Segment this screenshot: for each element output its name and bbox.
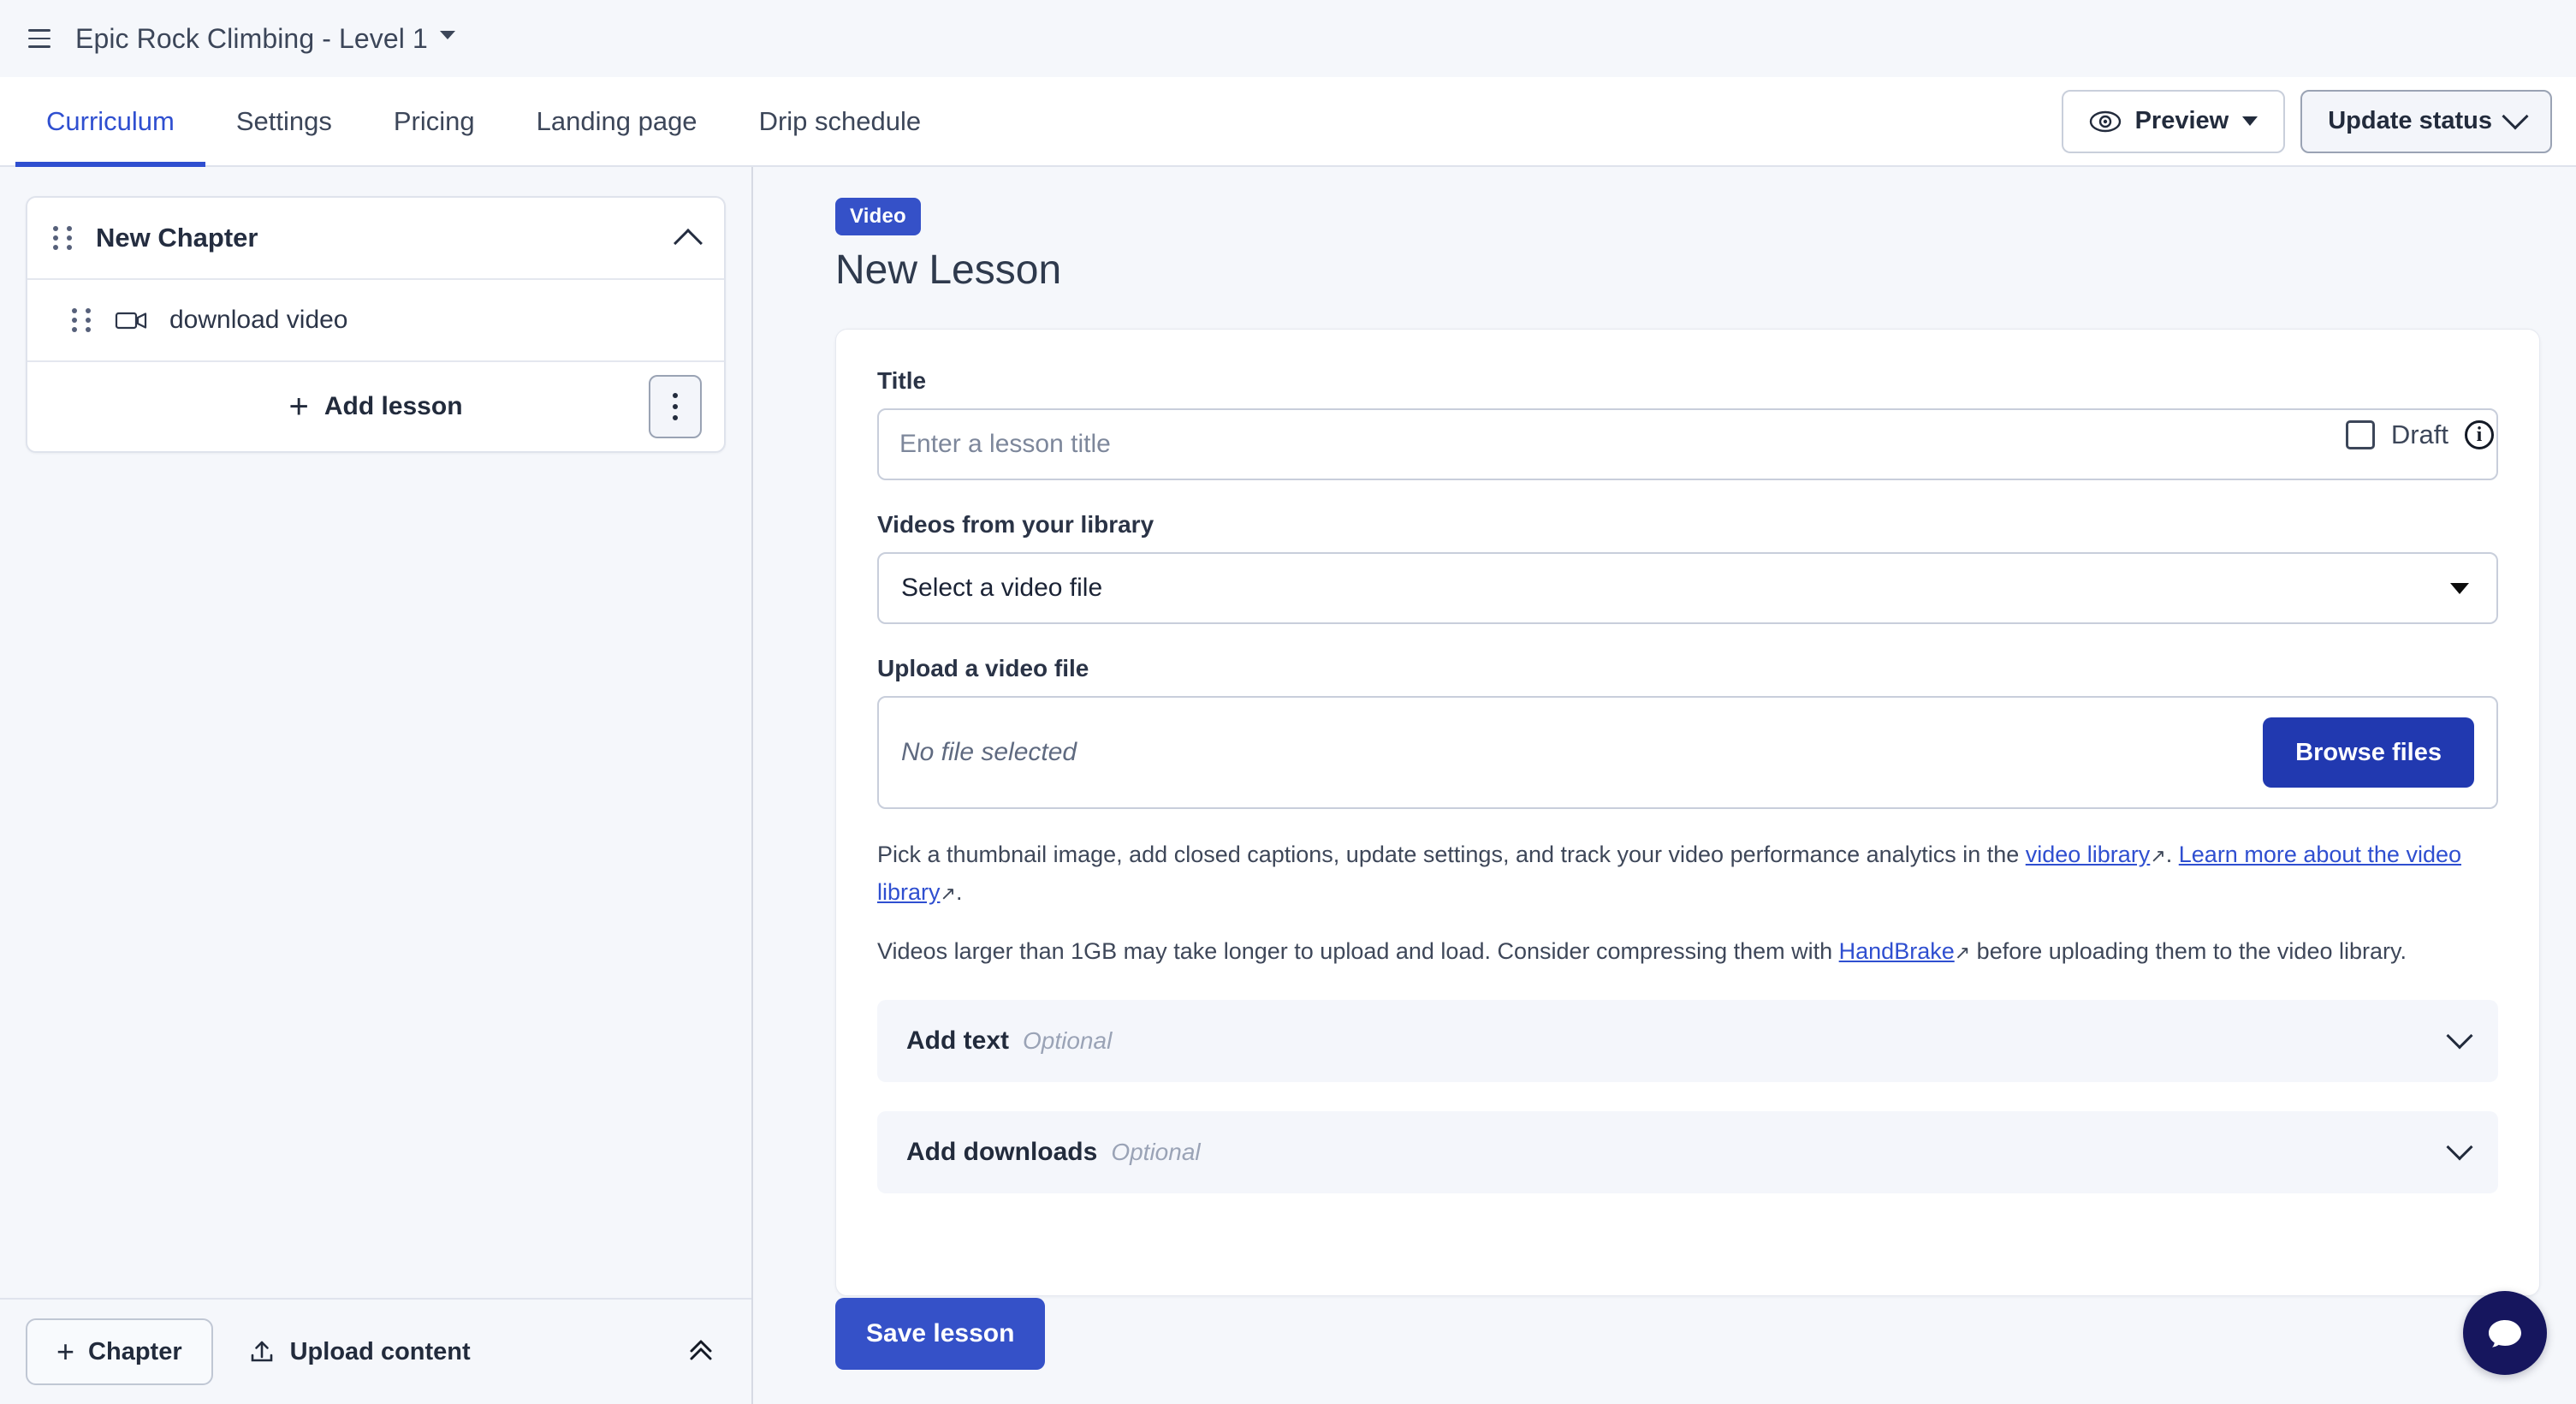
info-circle-icon[interactable]: i bbox=[2465, 420, 2494, 449]
chapter-list: New Chapter download video bbox=[0, 167, 751, 1298]
learn-more-video-library-link[interactable]: Learn more about the video library bbox=[877, 842, 2461, 905]
plus-icon: + bbox=[288, 388, 309, 425]
checkbox-unchecked-icon[interactable] bbox=[2345, 420, 2375, 449]
update-status-label: Update status bbox=[2328, 107, 2492, 134]
update-status-button[interactable]: Update status bbox=[2300, 89, 2552, 153]
video-camera-icon bbox=[115, 312, 147, 330]
chevron-down-icon bbox=[2446, 1022, 2473, 1050]
lesson-form-card: Title Videos from your library Select a … bbox=[835, 329, 2540, 1296]
add-text-accordion[interactable]: Add text Optional bbox=[877, 1000, 2498, 1083]
help1-mid: . bbox=[2165, 842, 2179, 867]
external-link-icon: ↗ bbox=[2150, 845, 2166, 866]
double-chevron-up-icon[interactable] bbox=[676, 1325, 726, 1379]
sidebar-footer: + Chapter Upload content bbox=[0, 1298, 751, 1404]
upload-icon bbox=[251, 1341, 272, 1362]
add-text-optional: Optional bbox=[1023, 1027, 1113, 1055]
tab-pricing[interactable]: Pricing bbox=[393, 105, 475, 136]
add-downloads-title: Add downloads bbox=[906, 1138, 1098, 1167]
upload-content-button[interactable]: Upload content bbox=[247, 1337, 471, 1366]
help1-part-b: . bbox=[955, 878, 963, 905]
preview-label: Preview bbox=[2134, 107, 2229, 134]
tab-settings[interactable]: Settings bbox=[235, 105, 332, 136]
video-library-selected-value: Select a video file bbox=[901, 574, 1103, 602]
chevron-down-icon bbox=[2446, 1133, 2473, 1161]
add-lesson-button[interactable]: + Add lesson bbox=[27, 362, 724, 451]
lesson-label: download video bbox=[169, 306, 348, 334]
add-chapter-label: Chapter bbox=[88, 1337, 182, 1365]
course-title[interactable]: Epic Rock Climbing - Level 1 bbox=[75, 22, 428, 54]
page-title: New Lesson bbox=[835, 247, 1062, 293]
help1-part-a: Pick a thumbnail image, add closed capti… bbox=[877, 842, 2026, 867]
tab-curriculum[interactable]: Curriculum bbox=[15, 77, 205, 167]
tab-drip-schedule[interactable]: Drip schedule bbox=[758, 105, 922, 136]
top-bar: Epic Rock Climbing - Level 1 bbox=[0, 0, 2576, 77]
tab-bar: Curriculum Settings Pricing Landing page… bbox=[0, 77, 2576, 167]
add-downloads-optional: Optional bbox=[1111, 1139, 1201, 1166]
file-upload-row: No file selected Browse files bbox=[877, 696, 2498, 809]
title-field-label: Title bbox=[877, 367, 927, 394]
draft-toggle: Draft i bbox=[2345, 419, 2494, 450]
video-library-link[interactable]: video library bbox=[2025, 842, 2151, 867]
lesson-title-input[interactable] bbox=[877, 408, 2498, 480]
chat-bubble-icon[interactable] bbox=[2463, 1291, 2547, 1375]
video-library-label: Videos from your library bbox=[877, 511, 1154, 538]
chevron-down-icon bbox=[2502, 102, 2529, 130]
save-lesson-button[interactable]: Save lesson bbox=[835, 1298, 1046, 1370]
video-size-help-text: Videos larger than 1GB may take longer t… bbox=[877, 933, 2498, 971]
kebab-menu-icon[interactable] bbox=[649, 375, 702, 438]
chapter-card: New Chapter download video bbox=[26, 196, 726, 453]
help2-part-b: before uploading them to the video libra… bbox=[1970, 938, 2407, 965]
plus-icon: + bbox=[56, 1334, 75, 1369]
tab-landing-page[interactable]: Landing page bbox=[536, 105, 697, 136]
status-badge: Video bbox=[835, 198, 921, 235]
external-link-icon: ↗ bbox=[1954, 942, 1971, 964]
add-lesson-label: Add lesson bbox=[323, 392, 463, 420]
body-split: New Chapter download video bbox=[0, 167, 2576, 1404]
list-item[interactable]: download video bbox=[27, 280, 724, 362]
chapter-title: New Chapter bbox=[96, 223, 258, 253]
browse-files-button[interactable]: Browse files bbox=[2263, 717, 2474, 788]
external-link-icon: ↗ bbox=[940, 882, 956, 904]
lesson-editor-inner: Video New Lesson Draft i Title Videos fr… bbox=[753, 167, 2576, 1404]
caret-down-icon bbox=[2450, 582, 2469, 594]
preview-button[interactable]: Preview bbox=[2061, 89, 2286, 153]
add-downloads-accordion[interactable]: Add downloads Optional bbox=[877, 1111, 2498, 1194]
topbar-actions: Preview Update status bbox=[2061, 77, 2576, 165]
handbrake-link[interactable]: HandBrake bbox=[1838, 938, 1955, 965]
add-text-title: Add text bbox=[906, 1026, 1009, 1056]
chapter-header[interactable]: New Chapter bbox=[27, 198, 724, 280]
caret-down-icon[interactable] bbox=[439, 31, 455, 39]
upload-content-label: Upload content bbox=[289, 1337, 471, 1365]
lesson-editor-panel: Video New Lesson Draft i Title Videos fr… bbox=[753, 167, 2576, 1404]
selected-file-name: No file selected bbox=[901, 738, 1077, 766]
drag-handle-icon[interactable] bbox=[53, 226, 74, 250]
tab-list: Curriculum Settings Pricing Landing page… bbox=[0, 77, 952, 167]
help2-part-a: Videos larger than 1GB may take longer t… bbox=[877, 938, 1839, 965]
video-library-select[interactable]: Select a video file bbox=[877, 552, 2498, 624]
drag-handle-icon[interactable] bbox=[72, 308, 92, 332]
hamburger-icon[interactable] bbox=[22, 21, 56, 56]
upload-video-label: Upload a video file bbox=[877, 655, 1089, 681]
curriculum-sidebar: New Chapter download video bbox=[0, 167, 753, 1404]
caret-down-icon bbox=[2242, 116, 2258, 126]
video-library-help-text: Pick a thumbnail image, add closed capti… bbox=[877, 836, 2498, 911]
chevron-up-icon[interactable] bbox=[674, 229, 703, 258]
draft-label: Draft bbox=[2390, 419, 2448, 449]
eye-icon bbox=[2089, 110, 2121, 132]
add-chapter-button[interactable]: + Chapter bbox=[26, 1318, 213, 1385]
